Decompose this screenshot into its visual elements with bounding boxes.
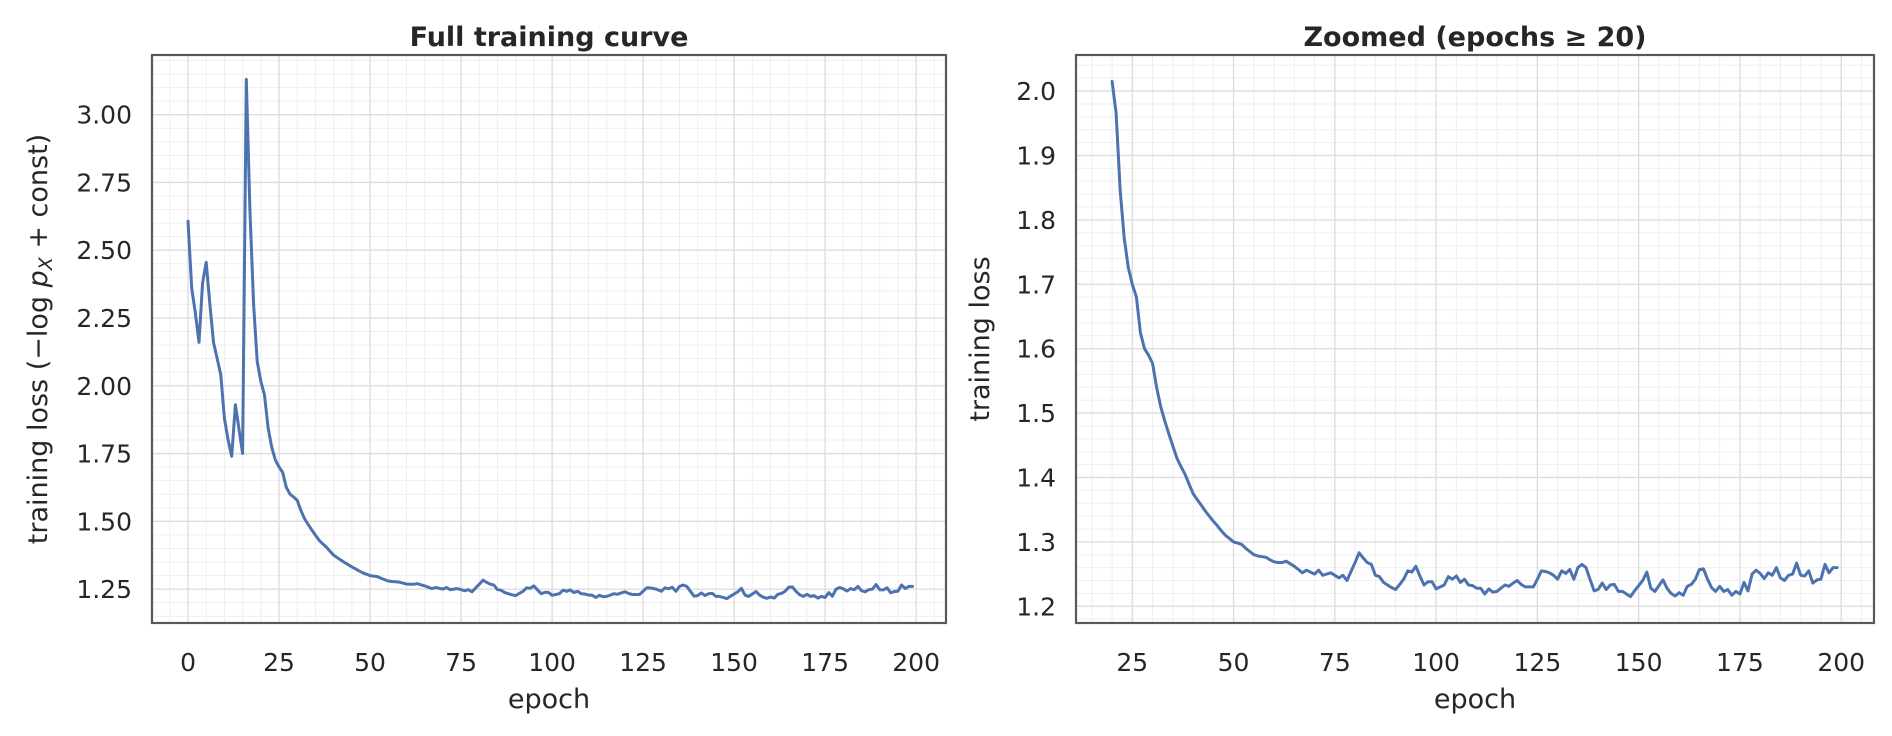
- y-label-suffix: + const): [23, 134, 54, 257]
- panel-zoomed: 25 50 75 100 125 150 175 200 1.2 1.3 1.4 1.5 1.6 1.7…: [965, 22, 1876, 715]
- loss-line: [186, 77, 914, 601]
- x-tick-label: 50: [354, 648, 386, 677]
- x-tick-label: 100: [528, 648, 576, 677]
- y-tick-label: 1.8: [1016, 206, 1056, 235]
- major-gridlines: [1076, 55, 1874, 623]
- x-tick-label: 75: [445, 648, 477, 677]
- y-tick-label: 1.6: [1016, 335, 1056, 364]
- y-tick-label: 1.75: [76, 440, 132, 469]
- y-label-subscript: X: [35, 256, 57, 271]
- panel-title: Full training curve: [410, 22, 689, 53]
- y-tick-label: 3.00: [76, 101, 132, 130]
- x-tick-label: 25: [263, 648, 295, 677]
- y-tick-label: 1.25: [76, 575, 132, 604]
- axes-frame: [1074, 53, 1876, 625]
- y-tick-label: 1.2: [1016, 592, 1056, 621]
- y-tick-label: 2.50: [76, 236, 132, 265]
- x-tick-label: 150: [710, 648, 758, 677]
- x-tick-label: 175: [1716, 648, 1764, 677]
- y-tick-label: 1.5: [1016, 399, 1056, 428]
- y-tick-label: 1.50: [76, 507, 132, 536]
- x-tick-labels: 25 50 75 100 125 150 175 200: [1116, 648, 1865, 677]
- x-tick-label: 125: [619, 648, 667, 677]
- y-tick-label: 2.25: [76, 304, 132, 333]
- y-tick-label: 2.0: [1016, 77, 1056, 106]
- major-gridlines: [152, 55, 946, 623]
- x-tick-label: 175: [801, 648, 849, 677]
- panel-full-training-curve: 0 25 50 75 100 125 150 175 200 1.25 1.50 1.75 2.00 2…: [23, 22, 948, 715]
- x-tick-labels: 0 25 50 75 100 125 150 175 200: [180, 648, 940, 677]
- x-tick-label: 50: [1218, 648, 1250, 677]
- x-axis-label: epoch: [1434, 684, 1516, 715]
- y-tick-labels: 1.2 1.3 1.4 1.5 1.6 1.7 1.8 1.9 2.0: [1016, 77, 1056, 621]
- loss-line: [1110, 79, 1839, 599]
- x-tick-label: 25: [1116, 648, 1148, 677]
- y-tick-labels: 1.25 1.50 1.75 2.00 2.25 2.50 2.75 3.00: [76, 101, 132, 604]
- x-tick-label: 75: [1319, 648, 1351, 677]
- y-label-prefix: training loss (−log: [23, 287, 54, 544]
- y-tick-label: 1.3: [1016, 528, 1056, 557]
- y-tick-label: 1.4: [1016, 463, 1056, 492]
- x-tick-label: 125: [1514, 648, 1562, 677]
- y-axis-label: training loss (−log pX + const): [23, 134, 57, 544]
- minor-gridlines: [1076, 55, 1874, 623]
- y-axis-label: training loss: [965, 256, 996, 421]
- y-tick-label: 1.9: [1016, 141, 1056, 170]
- y-tick-label: 2.75: [76, 168, 132, 197]
- y-tick-label: 2.00: [76, 372, 132, 401]
- minor-gridlines: [152, 55, 946, 623]
- axes-frame: [150, 53, 948, 625]
- x-tick-label: 200: [1817, 648, 1865, 677]
- x-axis-label: epoch: [508, 684, 590, 715]
- x-tick-label: 100: [1412, 648, 1460, 677]
- x-tick-label: 0: [180, 648, 196, 677]
- x-tick-label: 150: [1615, 648, 1663, 677]
- x-tick-label: 200: [892, 648, 940, 677]
- y-tick-label: 1.7: [1016, 270, 1056, 299]
- y-label-p: p: [23, 270, 54, 288]
- panel-title: Zoomed (epochs ≥ 20): [1303, 22, 1646, 53]
